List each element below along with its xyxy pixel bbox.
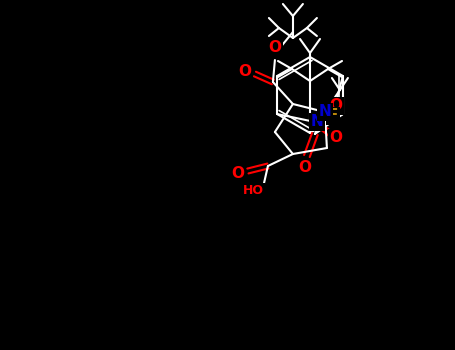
Text: F: F xyxy=(328,108,338,124)
Text: O: O xyxy=(238,64,252,79)
Text: O: O xyxy=(298,161,311,175)
Text: O: O xyxy=(329,131,343,146)
Text: O: O xyxy=(268,41,281,56)
Text: O: O xyxy=(329,98,343,113)
Text: O: O xyxy=(232,166,244,181)
Text: HO: HO xyxy=(243,184,263,197)
Text: N: N xyxy=(318,105,331,119)
Text: N: N xyxy=(311,114,324,130)
